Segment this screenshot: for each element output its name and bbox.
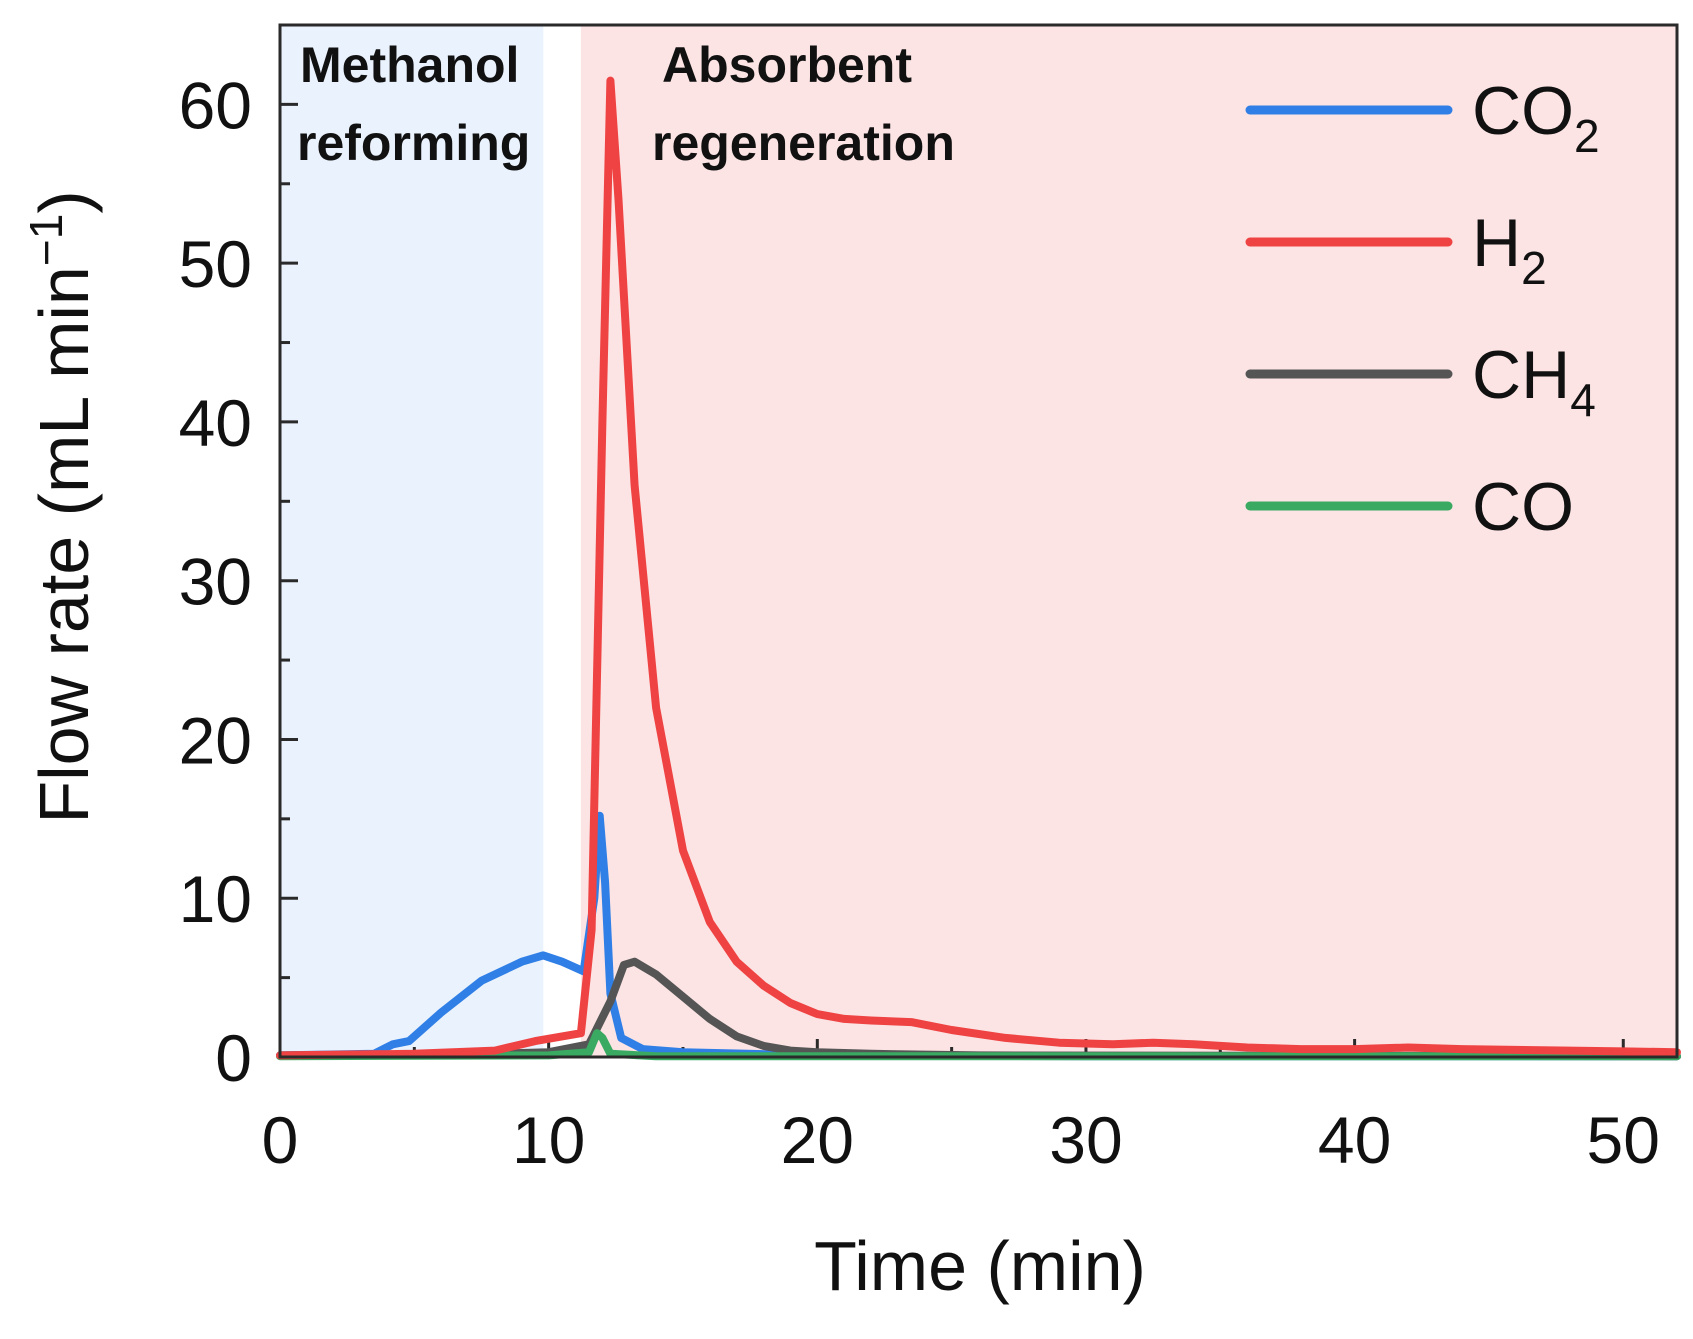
y-tick-label-60: 60 (179, 68, 252, 142)
y-tick-label-10: 10 (179, 862, 252, 936)
region-band-0 (280, 25, 544, 1057)
y-tick-label-0: 0 (215, 1021, 252, 1095)
legend-label-ch4-subscript: 4 (1570, 374, 1596, 426)
legend-label-ch4-base: CH (1472, 337, 1570, 413)
plot-frame (278, 23, 1679, 1059)
x-tick-label-20: 20 (781, 1103, 854, 1177)
tick-labels: 0 10 20 30 40 50 0 10 20 30 40 50 60 (179, 68, 1660, 1177)
x-tick-label-10: 10 (512, 1103, 585, 1177)
legend-label-ch4: CH4 (1472, 337, 1596, 426)
x-tick-label-0: 0 (262, 1103, 299, 1177)
y-tick-label-40: 40 (179, 386, 252, 460)
region-label-methanol-line2: reforming (297, 115, 530, 171)
series-line-h2 (276, 76, 1681, 1060)
y-axis-title-close: ) (25, 190, 103, 213)
region-label-absorbent-line1: Absorbent (662, 37, 912, 93)
region-band-1 (580, 25, 1677, 1057)
shaded-regions (280, 25, 1677, 1057)
region-label-absorbent-line2: regeneration (652, 115, 955, 171)
y-tick-label-50: 50 (179, 227, 252, 301)
legend-label-co2: CO2 (1472, 73, 1600, 162)
x-tick-label-50: 50 (1587, 1103, 1660, 1177)
x-tick-label-40: 40 (1318, 1103, 1391, 1177)
y-axis-title-main: Flow rate (mL min (25, 266, 103, 824)
legend-label-co-base: CO (1472, 469, 1574, 545)
x-tick-label-30: 30 (1049, 1103, 1122, 1177)
legend-label-co2-subscript: 2 (1574, 110, 1600, 162)
legend-label-h2-subscript: 2 (1521, 242, 1547, 294)
legend-label-co2-base: CO (1472, 73, 1574, 149)
y-axis-title: Flow rate (mL min−1) (20, 190, 103, 823)
x-axis-title: Time (min) (814, 1227, 1146, 1305)
y-axis-title-superscript: −1 (20, 214, 72, 266)
y-tick-label-30: 30 (179, 545, 252, 619)
legend-label-h2-base: H (1472, 205, 1521, 281)
region-labels: Methanol reforming Absorbent regeneratio… (297, 37, 955, 171)
legend-label-co: CO (1472, 469, 1574, 545)
series-lines (276, 76, 1681, 1061)
legend-label-h2: H2 (1472, 205, 1547, 294)
region-label-methanol-line1: Methanol (300, 37, 519, 93)
y-tick-label-20: 20 (179, 703, 252, 777)
